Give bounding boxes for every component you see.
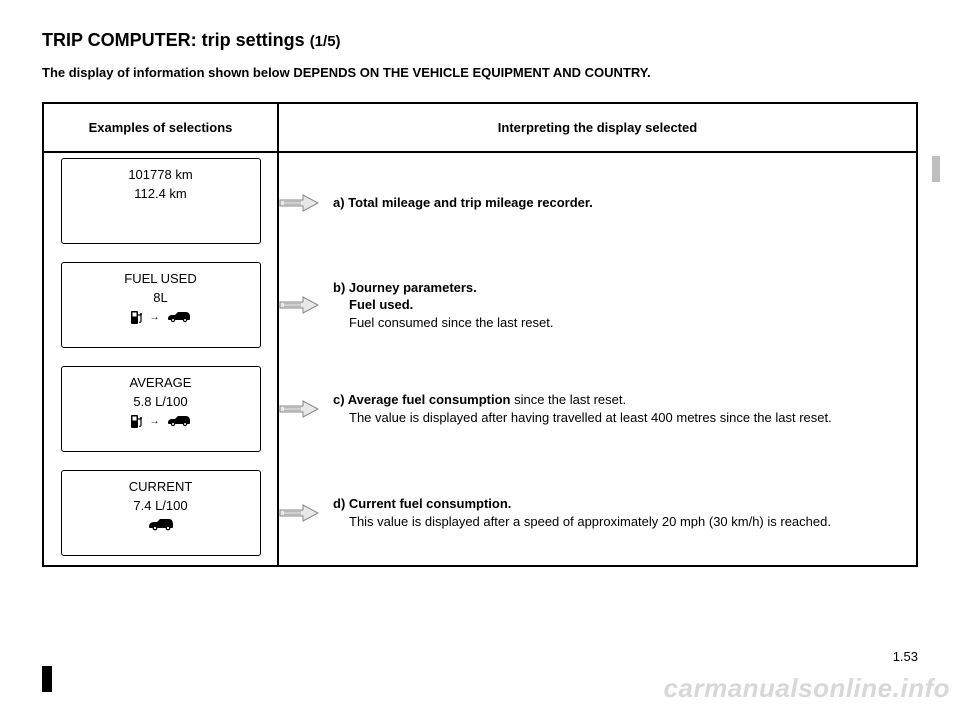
display-line: 8L <box>62 290 260 305</box>
desc-sub-bold: Fuel used. <box>349 297 413 312</box>
page-subtitle: The display of information shown below D… <box>42 65 918 80</box>
fuel-pump-icon <box>130 309 144 325</box>
display-line: FUEL USED <box>62 271 260 286</box>
display-current: CURRENT 7.4 L/100 <box>61 470 261 556</box>
desc-after-bold: since the last reset. <box>514 392 626 407</box>
header-interpreting: Interpreting the display selected <box>278 103 917 152</box>
display-icons <box>62 517 260 532</box>
corner-tab <box>42 666 52 692</box>
desc-bold: c) Average fuel consumption <box>333 392 514 407</box>
examples-column: 101778 km 112.4 km FUEL USED 8L → AV <box>43 152 278 566</box>
desc-rest: This value is displayed after a speed of… <box>333 513 916 531</box>
display-icons: → <box>62 413 260 429</box>
display-fuel-used: FUEL USED 8L → <box>61 262 261 348</box>
table-row: a) Total mileage and trip mileage record… <box>279 153 916 253</box>
desc-bold: d) Current fuel consumption. <box>333 496 511 511</box>
side-tab <box>932 156 940 182</box>
display-line: 101778 km <box>62 167 260 182</box>
desc-rest: Fuel consumed since the last reset. <box>333 314 916 332</box>
description-text: a) Total mileage and trip mileage record… <box>333 194 916 212</box>
display-mileage: 101778 km 112.4 km <box>61 158 261 244</box>
settings-table: Examples of selections Interpreting the … <box>42 102 918 567</box>
page-title: TRIP COMPUTER: trip settings (1/5) <box>42 30 918 51</box>
descriptions-column: a) Total mileage and trip mileage record… <box>278 152 917 566</box>
table-row: b) Journey parameters. Fuel used. Fuel c… <box>279 253 916 357</box>
display-line: 112.4 km <box>62 186 260 201</box>
header-examples: Examples of selections <box>43 103 278 152</box>
page-number: 1.53 <box>893 649 918 664</box>
car-icon <box>166 310 192 324</box>
title-main: TRIP COMPUTER: trip settings <box>42 30 310 50</box>
arrow-icon <box>279 296 319 314</box>
desc-bold: b) Journey parameters. <box>333 280 477 295</box>
title-sub: (1/5) <box>310 33 341 50</box>
display-line: 7.4 L/100 <box>62 498 260 513</box>
table-row: c) Average fuel consumption since the la… <box>279 357 916 461</box>
display-line: CURRENT <box>62 479 260 494</box>
car-icon <box>166 414 192 428</box>
desc-rest: The value is displayed after having trav… <box>333 409 916 427</box>
description-text: c) Average fuel consumption since the la… <box>333 391 916 426</box>
display-average: AVERAGE 5.8 L/100 → <box>61 366 261 452</box>
arrow-small-icon: → <box>150 416 160 427</box>
arrow-icon <box>279 194 319 212</box>
arrow-icon <box>279 400 319 418</box>
page-content: TRIP COMPUTER: trip settings (1/5) The d… <box>0 0 960 567</box>
description-text: d) Current fuel consumption. This value … <box>333 495 916 530</box>
fuel-pump-icon <box>130 413 144 429</box>
car-icon <box>147 517 175 532</box>
arrow-small-icon: → <box>150 312 160 323</box>
arrow-icon <box>279 504 319 522</box>
display-icons: → <box>62 309 260 325</box>
description-text: b) Journey parameters. Fuel used. Fuel c… <box>333 279 916 332</box>
watermark: carmanualsonline.info <box>664 673 950 704</box>
display-line: 5.8 L/100 <box>62 394 260 409</box>
desc-bold: a) Total mileage and trip mileage record… <box>333 195 593 210</box>
display-line: AVERAGE <box>62 375 260 390</box>
table-row: d) Current fuel consumption. This value … <box>279 461 916 565</box>
